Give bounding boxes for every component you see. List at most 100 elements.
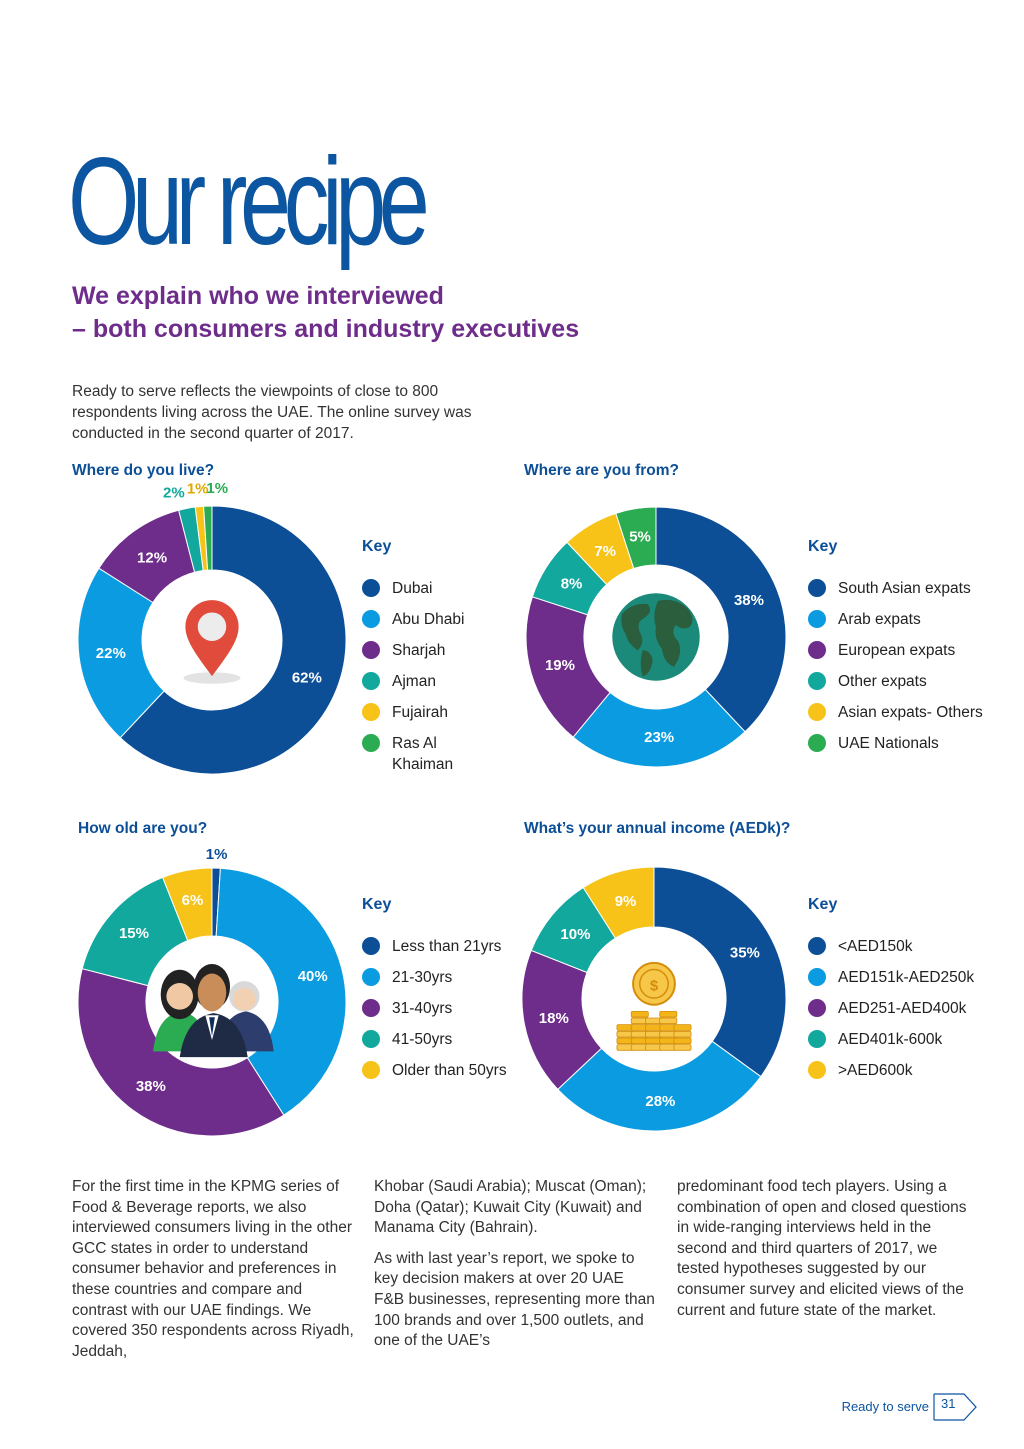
legend-swatch [362,610,380,628]
donut-chart-residence: 62%22%12%2% 1%1% [77,480,347,775]
legend-item-abu-dhabi: Abu Dhabi [362,609,502,630]
page-number-arrow-icon [933,1393,977,1421]
legend-swatch [362,672,380,690]
chart-title-residence: Where do you live? [72,462,215,479]
legend-label: Older than 50yrs [392,1062,507,1079]
legend-swatch [808,672,826,690]
legend-item-aed600k: >AED600k [808,1060,1008,1081]
legend-item-ras-al-khaiman: Ras Al Khaiman [362,733,502,775]
legend-swatch [362,579,380,597]
slice-label-asian-expats-others: 7% [594,543,616,560]
legend-item-asian-expats-others: Asian expats- Others [808,702,1008,723]
legend-item-31-40yrs: 31-40yrs [362,998,522,1019]
slice-dubai [119,505,347,775]
key-title: Key [808,538,838,555]
body-column-2-paragraph-1: Khobar (Saudi Arabia); Muscat (Oman); Do… [374,1178,647,1237]
legend-item-european-expats: European expats [808,640,1008,661]
legend-item-aed251-aed400k: AED251-AED400k [808,998,1008,1019]
legend-item-dubai: Dubai [362,578,502,599]
chart-title-income: What’s your annual income (AEDk)? [524,820,791,837]
slice-label-ajman: 2% [163,485,185,502]
slice-aed600k [582,866,655,939]
legend-swatch [808,1030,826,1048]
slice-21-30yrs [215,867,347,1116]
legend-label: Ras Al Khaiman [392,735,454,773]
slice-ras-al-khaiman [203,505,213,571]
slice-uae-nationals [615,506,657,570]
legend-swatch [362,641,380,659]
body-column-1-text: For the first time in the KPMG series of… [72,1178,354,1360]
legend-label: AED251-AED400k [838,1000,967,1017]
slice-label-south-asian-expats: 38% [734,592,764,609]
slice-label-31-40yrs: 38% [136,1078,166,1095]
legend-item-21-30yrs: 21-30yrs [362,967,522,988]
legend-swatch [362,999,380,1017]
legend-label: Ajman [392,673,436,690]
slice-label-fujairah: 1% [187,481,209,498]
legend-item-aed150k: <AED150k [808,936,1008,957]
legend-swatch [362,703,380,721]
slice-label-dubai: 62% [292,670,322,687]
body-column-3: predominant food tech players. Using a c… [677,1177,981,1331]
legend-item-fujairah: Fujairah [362,702,502,723]
legend-label: South Asian expats [838,580,971,597]
chart-title-origin: Where are you from? [524,462,680,479]
donut-chart-income: 35% 28% 18% 10% 9% $ [521,866,787,1132]
legend-swatch [808,734,826,752]
donut-chart-age: 1% 40% 38% 15% 6% [77,846,347,1137]
slice-label-41-50yrs: 15% [119,925,149,942]
legend-label: AED151k-AED250k [838,969,975,986]
legend-swatch [808,999,826,1017]
legend-label: Fujairah [392,704,448,721]
legend-item-aed401k-600k: AED401k-600k [808,1029,1008,1050]
key-title: Key [362,896,392,913]
legend-item-aed151k-aed250k: AED151k-AED250k [808,967,1008,988]
body-column-2-paragraph-2: As with last year’s report, we spoke to … [374,1249,655,1350]
slice-older-than-50yrs [162,867,213,942]
legend-item-other-expats: Other expats [808,671,1008,692]
slice-south-asian-expats [655,506,787,733]
legend-residence: Key Dubai Abu Dhabi Sharjah Ajman Fujairah Ras… [362,538,502,775]
legend-item-41-50yrs: 41-50yrs [362,1029,522,1050]
slice-label-less-than-21yrs: 1% [206,846,228,863]
slice-arab-expats [572,688,746,768]
slice-label-aed401k-600k: 10% [560,926,590,943]
legend-item-uae-nationals: UAE Nationals [808,733,1008,754]
legend-swatch [808,968,826,986]
slice-label-21-30yrs: 40% [298,968,328,985]
legend-swatch [808,610,826,628]
legend-label: <AED150k [838,938,913,955]
body-column-1: For the first time in the KPMG series of… [72,1177,360,1372]
page-number: 31 [941,1396,956,1411]
chart-title-age: How old are you? [78,820,208,837]
slice-label-aed151k-aed250k: 28% [645,1093,675,1110]
legend-income: Key <AED150k AED151k-AED250k AED251-AED400k… [808,896,1008,1081]
legend-item-less-than-21yrs: Less than 21yrs [362,936,522,957]
legend-item-ajman: Ajman [362,671,502,692]
people-icon [153,964,274,1058]
legend-label: UAE Nationals [838,735,939,752]
location-pin-icon [183,600,241,684]
legend-label: Abu Dhabi [392,611,465,628]
legend-label: 21-30yrs [392,969,453,986]
legend-label: Arab expats [838,611,921,628]
legend-swatch [808,641,826,659]
legend-item-older-than-50yrs: Older than 50yrs [362,1060,522,1081]
legend-swatch [362,734,380,752]
page-title: Our recipe [68,133,430,271]
globe-icon [612,593,700,681]
legend-swatch [362,968,380,986]
slice-label-uae-nationals: 5% [629,528,651,545]
legend-swatch [362,1030,380,1048]
legend-label: Sharjah [392,642,446,659]
body-column-2: Khobar (Saudi Arabia); Muscat (Oman); Do… [374,1177,658,1362]
legend-label: AED401k-600k [838,1031,943,1048]
slice-abu-dhabi [77,567,165,739]
slice-aed151k-aed250k [557,1040,762,1132]
legend-label: >AED600k [838,1062,913,1079]
intro-paragraph: Ready to serve reflects the viewpoints o… [72,383,472,442]
slice-label-arab-expats: 23% [644,729,674,746]
legend-label: European expats [838,642,956,659]
slice-label-abu-dhabi: 22% [96,645,126,662]
body-column-3-text: predominant food tech players. Using a c… [677,1178,967,1319]
